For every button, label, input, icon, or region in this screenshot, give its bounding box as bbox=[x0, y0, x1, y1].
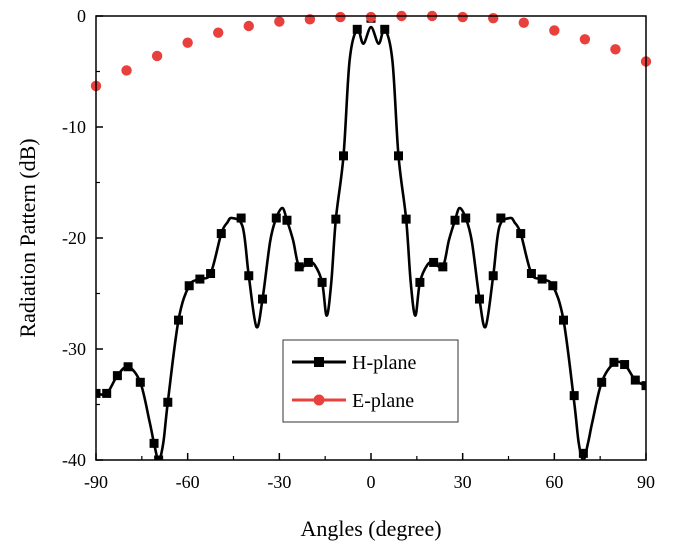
data-point-h-plane-13 bbox=[236, 213, 246, 223]
data-point-h-plane-28 bbox=[415, 277, 425, 287]
x-tick-label-6: 90 bbox=[637, 472, 655, 492]
y-tick-label-2: -20 bbox=[62, 228, 86, 248]
data-point-h-plane-40 bbox=[559, 315, 568, 325]
legend-marker-e-plane bbox=[313, 394, 325, 406]
data-point-e-plane-13 bbox=[488, 13, 499, 24]
data-point-h-plane-19 bbox=[303, 257, 313, 267]
axes-layer: -90 -60 -30 0 30 60 90 0 -10 -20 -30 -40 bbox=[62, 6, 655, 492]
x-tick-label-0: -90 bbox=[84, 472, 108, 492]
data-point-h-plane-12 bbox=[216, 229, 226, 239]
data-point-h-plane-14 bbox=[244, 271, 254, 281]
data-point-h-plane-26 bbox=[394, 151, 403, 161]
data-point-h-plane-3 bbox=[123, 362, 133, 372]
data-point-h-plane-5 bbox=[149, 438, 159, 448]
legend-label-e-plane: E-plane bbox=[352, 390, 414, 412]
data-point-h-plane-46 bbox=[630, 375, 640, 385]
plot-layer bbox=[90, 10, 652, 460]
data-point-h-plane-1 bbox=[102, 388, 112, 398]
data-point-e-plane-15 bbox=[549, 25, 560, 36]
data-point-h-plane-25 bbox=[380, 24, 390, 34]
data-point-e-plane-6 bbox=[274, 16, 285, 27]
data-point-e-plane-8 bbox=[335, 11, 346, 23]
x-tick-label-3: 0 bbox=[367, 472, 376, 492]
legend-box bbox=[282, 339, 459, 423]
data-point-h-plane-17 bbox=[282, 215, 292, 225]
data-point-e-plane-4 bbox=[213, 27, 224, 38]
data-point-e-plane-1 bbox=[121, 65, 132, 76]
legend: H-plane E-plane bbox=[282, 339, 459, 423]
data-point-h-plane-44 bbox=[609, 357, 619, 367]
data-point-h-plane-35 bbox=[496, 213, 506, 223]
data-point-h-plane-23 bbox=[352, 24, 362, 34]
data-point-h-plane-0 bbox=[96, 388, 101, 398]
data-point-h-plane-42 bbox=[578, 448, 588, 458]
data-point-h-plane-6 bbox=[154, 455, 164, 460]
data-point-h-plane-33 bbox=[474, 294, 484, 304]
data-point-e-plane-9 bbox=[365, 11, 377, 23]
data-point-e-plane-5 bbox=[243, 20, 254, 32]
data-point-h-plane-39 bbox=[548, 281, 558, 291]
y-tick-label-3: -30 bbox=[62, 339, 86, 359]
data-point-h-plane-34 bbox=[488, 271, 498, 281]
data-point-h-plane-31 bbox=[450, 215, 460, 225]
data-point-h-plane-10 bbox=[195, 274, 205, 284]
data-point-h-plane-9 bbox=[184, 281, 194, 291]
data-point-e-plane-12 bbox=[457, 11, 468, 23]
data-point-e-plane-2 bbox=[151, 50, 163, 62]
data-point-h-plane-7 bbox=[163, 397, 173, 407]
y-tick-label-1: -10 bbox=[62, 117, 86, 137]
x-tick-label-4: 30 bbox=[454, 472, 472, 492]
data-point-h-plane-41 bbox=[569, 391, 579, 401]
data-point-e-plane-17 bbox=[610, 44, 621, 55]
data-point-h-plane-15 bbox=[258, 294, 268, 304]
data-point-e-plane-14 bbox=[518, 17, 529, 28]
y-axis-title: Radiation Pattern (dB) bbox=[15, 138, 40, 337]
data-point-h-plane-2 bbox=[112, 371, 122, 381]
data-point-h-plane-21 bbox=[331, 214, 341, 224]
legend-label-h-plane: H-plane bbox=[352, 352, 417, 374]
y-tick-label-4: -40 bbox=[62, 450, 86, 470]
data-point-h-plane-45 bbox=[620, 360, 630, 370]
legend-marker-h-plane bbox=[314, 357, 324, 367]
data-point-h-plane-43 bbox=[597, 377, 607, 387]
data-point-h-plane-30 bbox=[438, 262, 448, 272]
data-point-h-plane-8 bbox=[174, 315, 183, 325]
x-tick-label-2: -30 bbox=[267, 472, 291, 492]
data-point-h-plane-20 bbox=[317, 277, 327, 287]
data-point-h-plane-11 bbox=[206, 269, 216, 279]
data-point-h-plane-16 bbox=[271, 213, 281, 223]
x-tick-label-1: -60 bbox=[176, 472, 200, 492]
data-point-h-plane-4 bbox=[135, 377, 145, 387]
x-axis-title: Angles (degree) bbox=[300, 516, 441, 541]
data-point-e-plane-3 bbox=[182, 37, 193, 48]
data-point-h-plane-29 bbox=[429, 257, 439, 267]
x-tick-label-5: 60 bbox=[545, 472, 563, 492]
data-point-h-plane-38 bbox=[537, 274, 547, 284]
y-tick-label-0: 0 bbox=[77, 6, 86, 26]
data-point-h-plane-22 bbox=[339, 151, 348, 161]
plot-area bbox=[96, 16, 646, 460]
data-point-h-plane-47 bbox=[641, 381, 646, 391]
data-point-h-plane-18 bbox=[294, 262, 304, 272]
data-point-h-plane-27 bbox=[401, 214, 411, 224]
data-point-e-plane-16 bbox=[579, 34, 591, 45]
data-point-h-plane-32 bbox=[461, 213, 471, 223]
data-point-h-plane-37 bbox=[526, 269, 536, 279]
data-point-h-plane-36 bbox=[516, 229, 526, 239]
